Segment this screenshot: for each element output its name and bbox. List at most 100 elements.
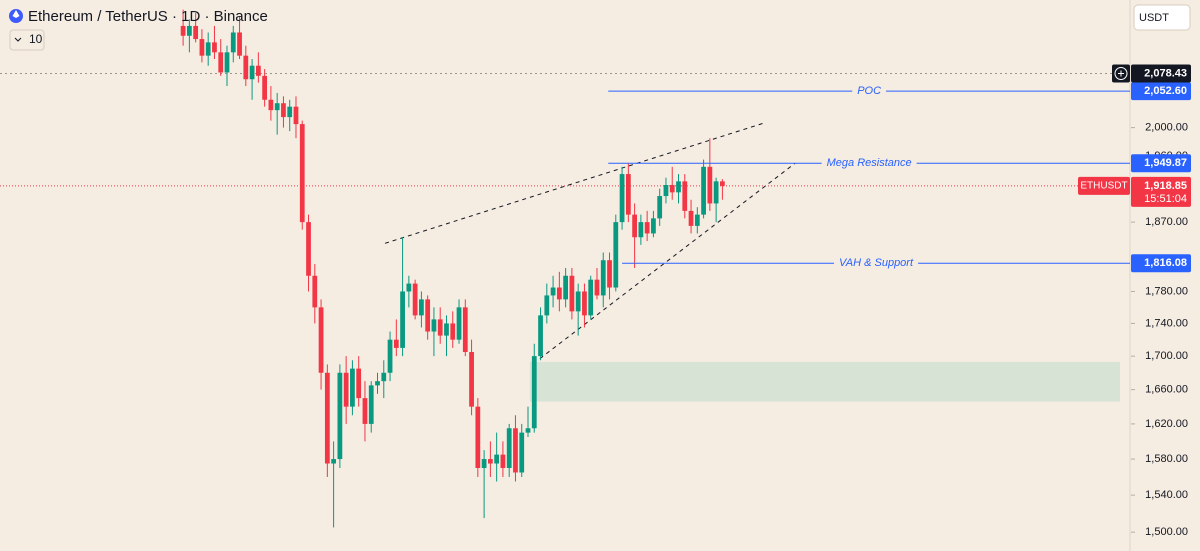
candle-body xyxy=(212,42,217,53)
candle-body xyxy=(462,307,468,353)
price-tag xyxy=(1131,254,1191,273)
candle-body xyxy=(350,368,355,407)
candle-body xyxy=(487,459,493,464)
indicator-value: 10 xyxy=(29,32,43,46)
chevron xyxy=(14,37,22,42)
countdown-label: 15:51:04 xyxy=(1144,193,1187,205)
symbol-title[interactable]: Ethereum / TetherUS · 1D · Binance xyxy=(28,8,268,25)
candle-body xyxy=(676,181,681,193)
candle-body xyxy=(469,352,474,407)
label-bg xyxy=(852,84,887,99)
price-line-label: VAH & Support xyxy=(839,257,914,269)
candle-body xyxy=(625,174,631,215)
candle-body xyxy=(224,52,230,73)
candle-body xyxy=(594,279,600,296)
candle-body xyxy=(569,275,575,312)
symbol-tag-label: ETHUSDT xyxy=(1080,180,1127,191)
candle-body xyxy=(588,279,594,316)
indicator-box[interactable] xyxy=(9,29,45,51)
candle-body xyxy=(544,295,550,316)
support-zone xyxy=(529,361,1120,402)
candle-body xyxy=(431,319,437,332)
candle-body xyxy=(600,260,606,296)
candle-body xyxy=(318,307,324,373)
currency-button[interactable] xyxy=(1133,4,1191,31)
candle-body xyxy=(444,323,449,336)
price-tag-label: 1,816.08 xyxy=(1144,257,1187,269)
candle-body xyxy=(287,106,293,118)
candle-body xyxy=(255,65,261,76)
y-tick-label: 1,700.00 xyxy=(1145,350,1188,362)
candle-body xyxy=(205,42,211,56)
candle-body xyxy=(312,275,318,308)
candle-body xyxy=(199,39,205,56)
price-line-label: POC xyxy=(857,85,881,97)
candle-body xyxy=(513,428,518,473)
y-tick-label: 1,540.00 xyxy=(1145,489,1188,501)
candle-body xyxy=(531,356,537,429)
candle-body xyxy=(381,372,387,382)
candle-body xyxy=(688,210,694,226)
y-tick-label: 1,780.00 xyxy=(1145,285,1188,297)
candle-body xyxy=(281,103,286,118)
candle-body xyxy=(638,222,644,238)
candle-body xyxy=(387,339,393,373)
y-tick-label: 1,580.00 xyxy=(1145,453,1188,465)
candle-body xyxy=(393,339,399,348)
candle-body xyxy=(293,106,299,125)
price-tag-label: 1,949.87 xyxy=(1144,157,1187,169)
candle-body xyxy=(243,55,249,80)
candle-body xyxy=(306,222,311,276)
candle-body xyxy=(400,291,405,348)
trendline xyxy=(384,122,766,244)
candle-body xyxy=(720,181,725,186)
y-tick-label: 1,620.00 xyxy=(1145,418,1188,430)
candle-body xyxy=(556,287,562,300)
candle-body xyxy=(519,432,525,473)
candle-body xyxy=(331,459,336,464)
candle-body xyxy=(412,283,418,316)
candle-body xyxy=(419,299,424,316)
candle-body xyxy=(437,319,443,336)
candle-body xyxy=(575,291,581,312)
candle-body xyxy=(274,103,280,111)
candle-body xyxy=(694,214,700,226)
candle-body xyxy=(651,218,656,234)
price-tag xyxy=(1131,154,1191,173)
last-price-label: 1,918.85 xyxy=(1144,180,1187,192)
candle-body xyxy=(343,372,349,407)
candle-body xyxy=(632,214,637,238)
candle-body xyxy=(268,99,274,111)
symbol-tag xyxy=(1078,176,1130,195)
candle-body xyxy=(262,75,268,100)
candle-body xyxy=(362,398,368,424)
candle-body xyxy=(713,181,719,204)
candle-body xyxy=(538,315,543,357)
candle-body xyxy=(682,181,688,211)
candle-body xyxy=(186,25,192,36)
candle-body xyxy=(249,65,255,80)
candle-body xyxy=(663,185,669,197)
candle-body xyxy=(500,454,506,468)
candle-body xyxy=(299,124,305,223)
y-tick-label: 1,870.00 xyxy=(1145,216,1188,228)
candle-body xyxy=(425,299,431,332)
candle-body xyxy=(644,222,650,234)
candle-body xyxy=(494,454,500,464)
candle-body xyxy=(180,25,186,36)
price-line-label: Mega Resistance xyxy=(827,157,912,169)
candle-body xyxy=(701,166,706,215)
candle-body xyxy=(337,372,343,460)
candle-body xyxy=(481,459,487,468)
currency-label: USDT xyxy=(1139,12,1169,24)
candle-body xyxy=(406,283,412,292)
crosshair-plus-cross xyxy=(1118,70,1124,77)
last-price-tag xyxy=(1131,176,1191,207)
candle-body xyxy=(613,222,619,288)
candle-body xyxy=(193,25,199,40)
candle-body xyxy=(450,323,456,340)
symbol-icon-glyph xyxy=(12,10,20,18)
candle-body xyxy=(669,185,675,193)
